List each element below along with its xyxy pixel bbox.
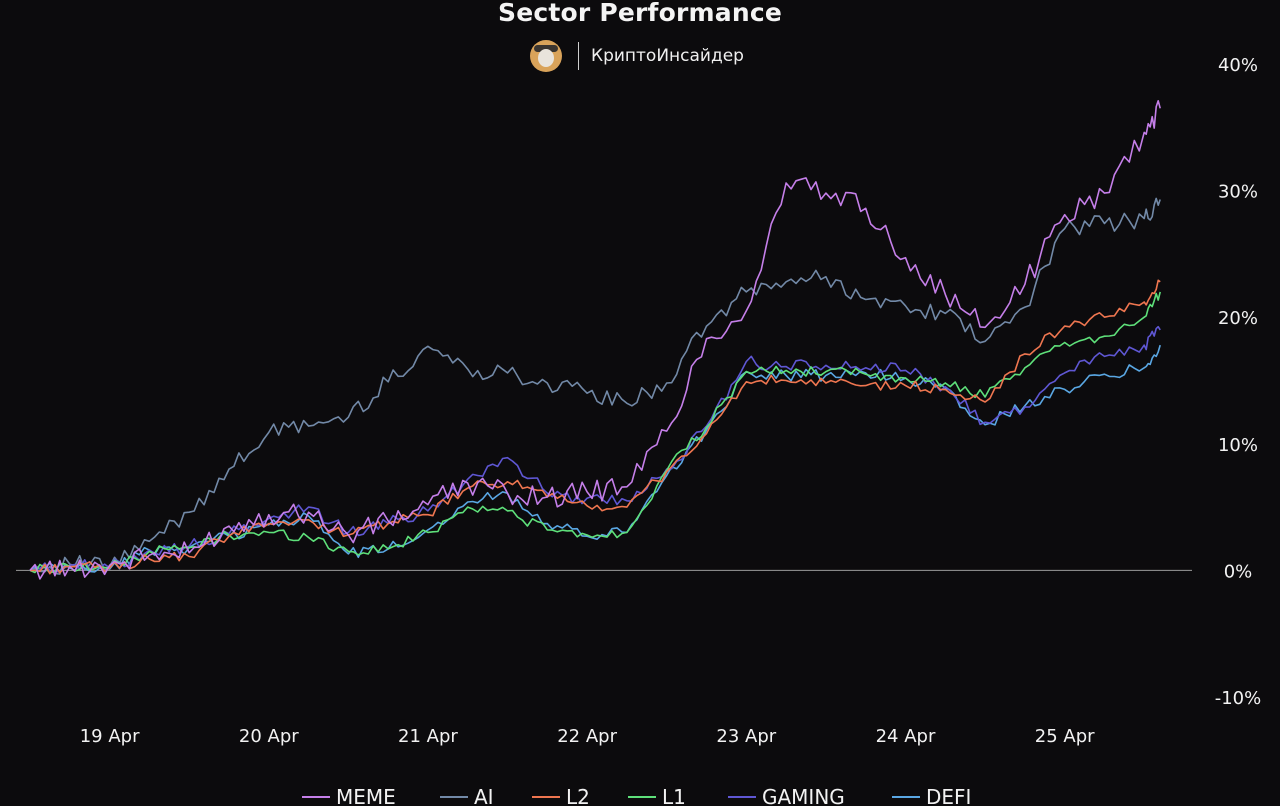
y-tick-label: -10% <box>1215 688 1262 709</box>
brand-divider <box>578 42 579 70</box>
brand-name: КриптоИнсайдер <box>591 46 744 66</box>
x-tick-label: 22 Apr <box>557 726 617 747</box>
x-tick-label: 25 Apr <box>1035 726 1095 747</box>
y-axis-ticks: 40% 30% 20% 10% 0% -10% <box>1215 55 1262 709</box>
legend-label-defi: DEFI <box>926 785 971 806</box>
brand-badge: КриптоИнсайдер <box>530 40 744 72</box>
y-tick-label: 10% <box>1218 435 1258 456</box>
y-tick-label: 30% <box>1218 182 1258 203</box>
avatar-hat-shape <box>534 45 558 52</box>
x-tick-label: 23 Apr <box>716 726 776 747</box>
avatar-face-shape <box>538 49 554 67</box>
legend-label-meme: MEME <box>336 785 396 806</box>
x-axis-ticks: 19 Apr 20 Apr 21 Apr 22 Apr 23 Apr 24 Apr 25 A… <box>80 726 1095 747</box>
series-group <box>29 100 1161 580</box>
y-tick-label: 40% <box>1218 55 1258 76</box>
y-tick-label: 20% <box>1218 308 1258 329</box>
chart-title: Sector Performance <box>497 0 783 27</box>
x-tick-label: 21 Apr <box>398 726 458 747</box>
series-line-ai <box>29 197 1161 575</box>
legend-label-gaming: GAMING <box>762 785 845 806</box>
x-tick-label: 24 Apr <box>876 726 936 747</box>
series-line-l2 <box>30 279 1161 575</box>
series-line-defi <box>29 344 1161 573</box>
legend: MEME AI L2 L1 GAMING DEFI <box>302 785 971 806</box>
y-tick-label: 0% <box>1224 561 1253 582</box>
x-tick-label: 19 Apr <box>80 726 140 747</box>
legend-label-l1: L1 <box>662 785 686 806</box>
series-line-meme <box>29 100 1161 580</box>
avatar <box>530 40 562 72</box>
legend-label-ai: AI <box>474 785 494 806</box>
legend-label-l2: L2 <box>566 785 590 806</box>
x-tick-label: 20 Apr <box>239 726 299 747</box>
